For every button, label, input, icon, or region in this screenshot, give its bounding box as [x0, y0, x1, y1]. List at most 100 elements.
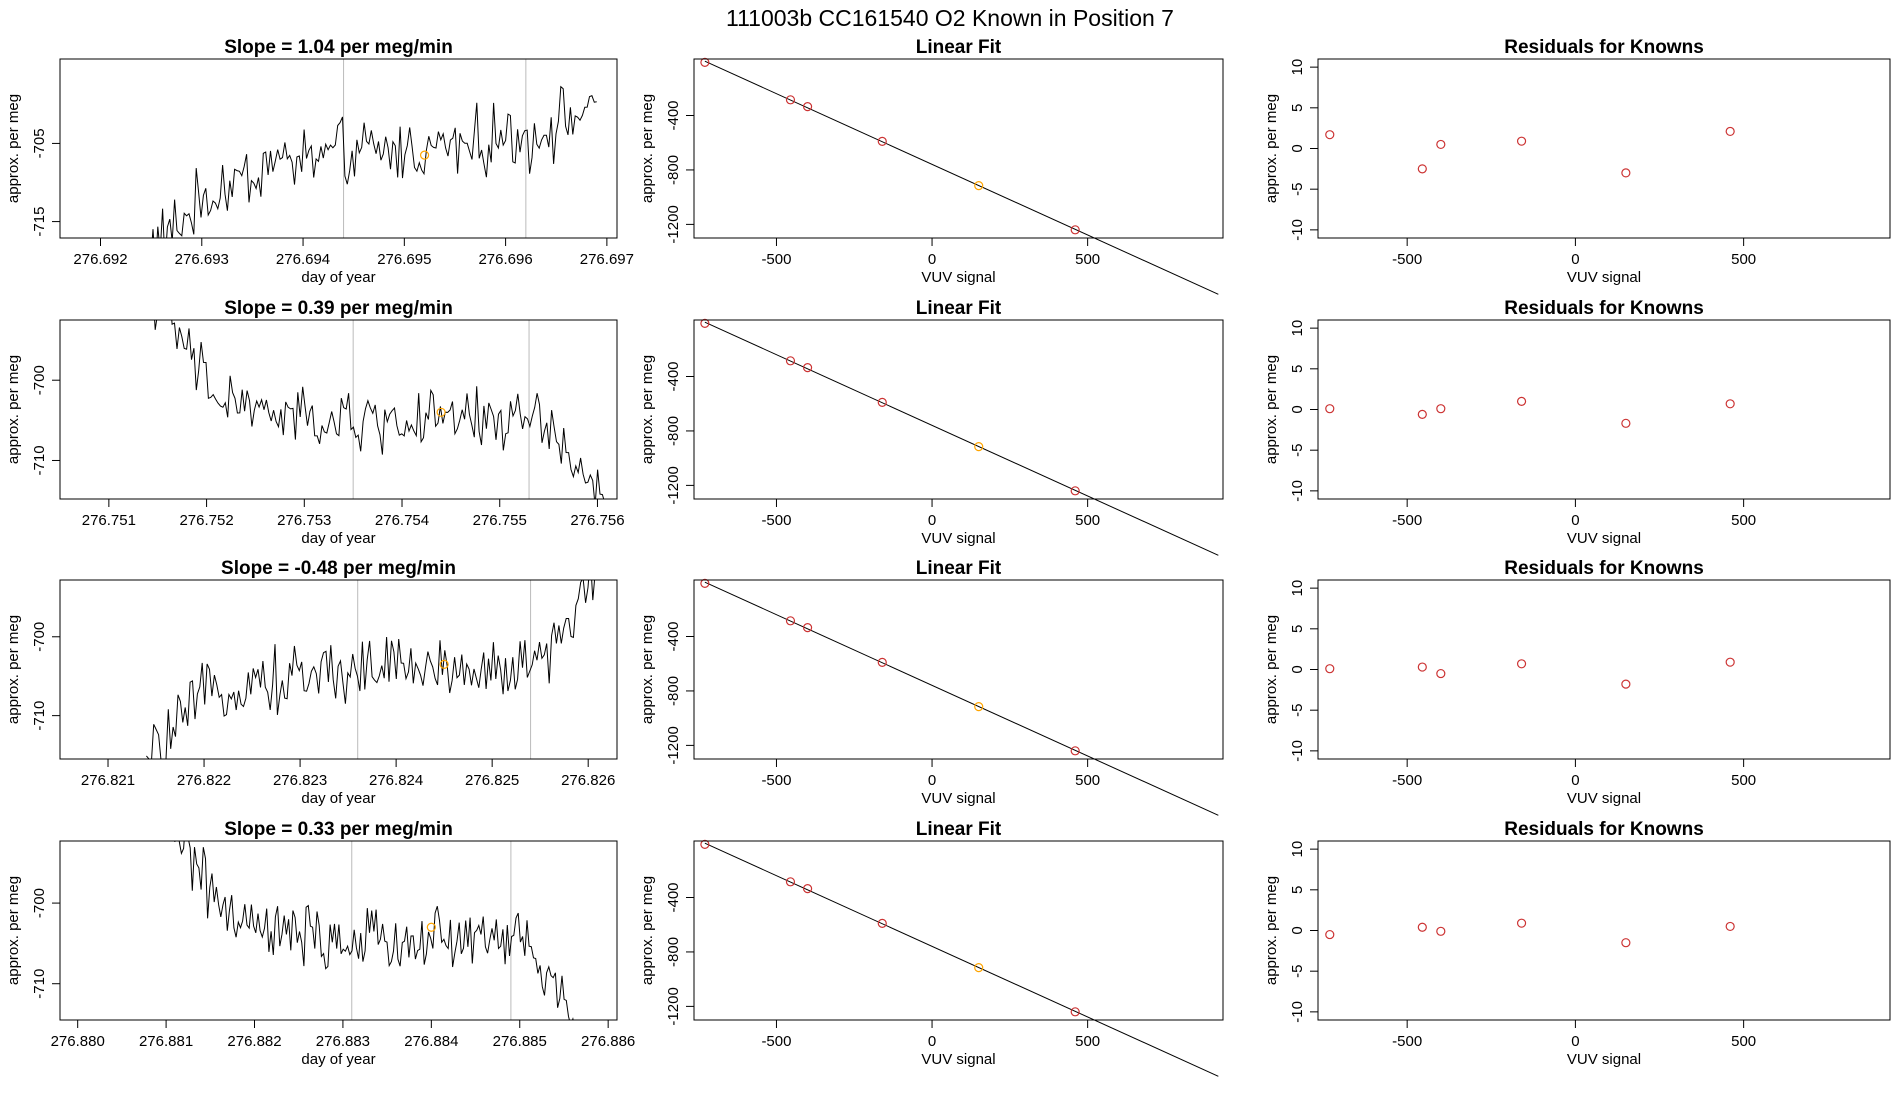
series-second-x-label: day of year — [301, 530, 375, 547]
series-third-x-label: day of year — [301, 790, 375, 807]
fit-second-point — [785, 356, 796, 366]
residuals-third-plot-frame — [1317, 579, 1891, 760]
residuals-first-plot-frame — [1317, 58, 1891, 239]
fit-third-plot-frame — [693, 579, 1224, 760]
series-second-x-tick-label: 276.756 — [570, 512, 624, 529]
fit-third-point — [877, 657, 887, 667]
series-second-plot-frame — [59, 319, 618, 500]
fit-fourth-point — [1070, 1007, 1080, 1017]
series-fourth-x-tick-label: 276.881 — [139, 1033, 193, 1050]
fit-second-x-tick-label: 500 — [1075, 512, 1100, 529]
residuals-fourth-point — [1725, 921, 1735, 932]
fit-first-regression-line — [704, 60, 1219, 295]
series-fourth-x-tick-label: 276.884 — [404, 1033, 458, 1050]
fit-first-y-tick-label: -800 — [665, 155, 682, 185]
series-third-plot-frame — [59, 579, 618, 760]
residuals-third-y-tick-label: 10 — [1289, 580, 1306, 597]
series-first-line — [151, 85, 597, 238]
series-second-x-tick-label: 276.752 — [179, 512, 233, 529]
residuals-second-x-tick-label: 500 — [1731, 512, 1756, 529]
series-first-x-tick-label: 276.696 — [478, 251, 532, 268]
residuals-third-y-tick-label: -10 — [1289, 740, 1306, 762]
residuals-fourth-title: Residuals for Knowns — [1504, 819, 1704, 840]
fit-second-y-tick-label: -1200 — [665, 466, 682, 504]
residuals-fourth-y-tick-label: 5 — [1289, 886, 1306, 894]
fit-first-y-tick-label: -1200 — [665, 205, 682, 243]
fit-fourth-point — [877, 918, 887, 928]
fit-first-title: Linear Fit — [916, 37, 1002, 58]
fit-first-x-label: VUV signal — [921, 269, 995, 286]
fit-second-point — [802, 363, 813, 373]
residuals-third-y-tick-label: 0 — [1289, 665, 1306, 673]
fit-second-x-label: VUV signal — [921, 530, 995, 547]
fit-first-y-label: approx. per meg — [639, 94, 656, 203]
fit-third-point — [974, 701, 984, 712]
residuals-first-y-tick-label: 5 — [1289, 104, 1306, 112]
residuals-second-y-tick-label: -5 — [1289, 444, 1306, 457]
residuals-first-y-tick-label: 10 — [1289, 59, 1306, 76]
fit-second-x-tick-label: -500 — [761, 512, 791, 529]
residuals-second-y-tick-label: -10 — [1289, 480, 1306, 502]
fit-third-regression-line — [704, 581, 1219, 816]
fit-second-y-label: approx. per meg — [639, 355, 656, 464]
residuals-first-title: Residuals for Knowns — [1504, 37, 1704, 58]
panels-grid: 276.692 276.693 276.694 276.695 276.696 276.6… — [5, 37, 1891, 1077]
series-third-panel: 276.821 276.822 276.823 276.824 276.825 276.8… — [5, 558, 618, 807]
fit-fourth-point — [802, 884, 813, 894]
residuals-fourth-point — [1325, 929, 1335, 940]
fit-second-x-tick-label: 0 — [928, 512, 936, 529]
fit-third-x-label: VUV signal — [921, 790, 995, 807]
fit-first-point — [877, 136, 887, 146]
residuals-first-y-label: approx. per meg — [1263, 94, 1280, 203]
fit-second-plot-frame — [693, 319, 1224, 500]
residuals-second-title: Residuals for Knowns — [1504, 298, 1704, 319]
residuals-third-point — [1516, 659, 1527, 669]
series-third-y-tick-label: -700 — [31, 622, 48, 652]
residuals-fourth-y-tick-label: 0 — [1289, 926, 1306, 934]
fit-first-x-tick-label: 0 — [928, 251, 936, 268]
residuals-first-x-label: VUV signal — [1567, 269, 1641, 286]
series-third-x-tick-label: 276.823 — [273, 772, 327, 789]
series-third-line — [146, 580, 596, 759]
series-second-y-label: approx. per meg — [5, 355, 22, 464]
series-second-panel: 276.751 276.752 276.753 276.754 276.755 276.7… — [5, 298, 625, 547]
residuals-third-x-label: VUV signal — [1567, 790, 1641, 807]
fit-fourth-point — [974, 962, 984, 973]
fit-first-panel: -500 0 500 -400 -800 -1200 Linear Fit VUV signa… — [639, 37, 1224, 295]
fit-fourth-x-label: VUV signal — [921, 1051, 995, 1068]
fit-third-x-tick-label: 0 — [928, 772, 936, 789]
residuals-third-x-tick-label: 0 — [1571, 772, 1579, 789]
series-third-x-tick-label: 276.822 — [177, 772, 231, 789]
fit-first-point — [700, 57, 710, 68]
residuals-third-y-tick-label: -5 — [1289, 704, 1306, 717]
fit-first-point — [802, 102, 813, 112]
fit-fourth-y-label: approx. per meg — [639, 876, 656, 985]
series-first-y-tick-label: -715 — [31, 207, 48, 237]
series-fourth-x-tick-label: 276.882 — [227, 1033, 281, 1050]
fit-fourth-panel: -500 0 500 -400 -800 -1200 Linear Fit VUV signa… — [639, 819, 1224, 1077]
series-fourth-y-label: approx. per meg — [5, 876, 22, 985]
series-first-y-label: approx. per meg — [5, 94, 22, 203]
residuals-second-x-tick-label: 0 — [1571, 512, 1579, 529]
residuals-second-panel: -500 0 500 10 5 0 -5 -10 Residuals for Knowns VUV… — [1263, 298, 1891, 547]
series-third-x-tick-label: 276.825 — [465, 772, 519, 789]
residuals-fourth-x-tick-label: 0 — [1571, 1033, 1579, 1050]
residuals-fourth-y-tick-label: 10 — [1289, 841, 1306, 858]
fit-third-y-tick-label: -400 — [665, 621, 682, 651]
fit-third-point — [802, 623, 813, 633]
residuals-second-point — [1516, 396, 1527, 406]
series-fourth-panel: 276.880 276.881 276.882 276.883 276.884 276.8… — [5, 819, 635, 1068]
series-third-x-tick-label: 276.821 — [81, 772, 135, 789]
residuals-second-x-tick-label: -500 — [1392, 512, 1422, 529]
series-second-y-tick-label: -700 — [31, 365, 48, 395]
series-second-x-tick-label: 276.755 — [473, 512, 527, 529]
fit-fourth-y-tick-label: -1200 — [665, 987, 682, 1025]
fit-first-plot-frame — [693, 58, 1224, 239]
fit-fourth-point — [700, 839, 710, 850]
series-first-x-tick-label: 276.693 — [175, 251, 229, 268]
fit-first-point — [785, 95, 796, 105]
residuals-second-y-label: approx. per meg — [1263, 355, 1280, 464]
residuals-third-y-label: approx. per meg — [1263, 615, 1280, 724]
series-fourth-line — [174, 841, 574, 1020]
